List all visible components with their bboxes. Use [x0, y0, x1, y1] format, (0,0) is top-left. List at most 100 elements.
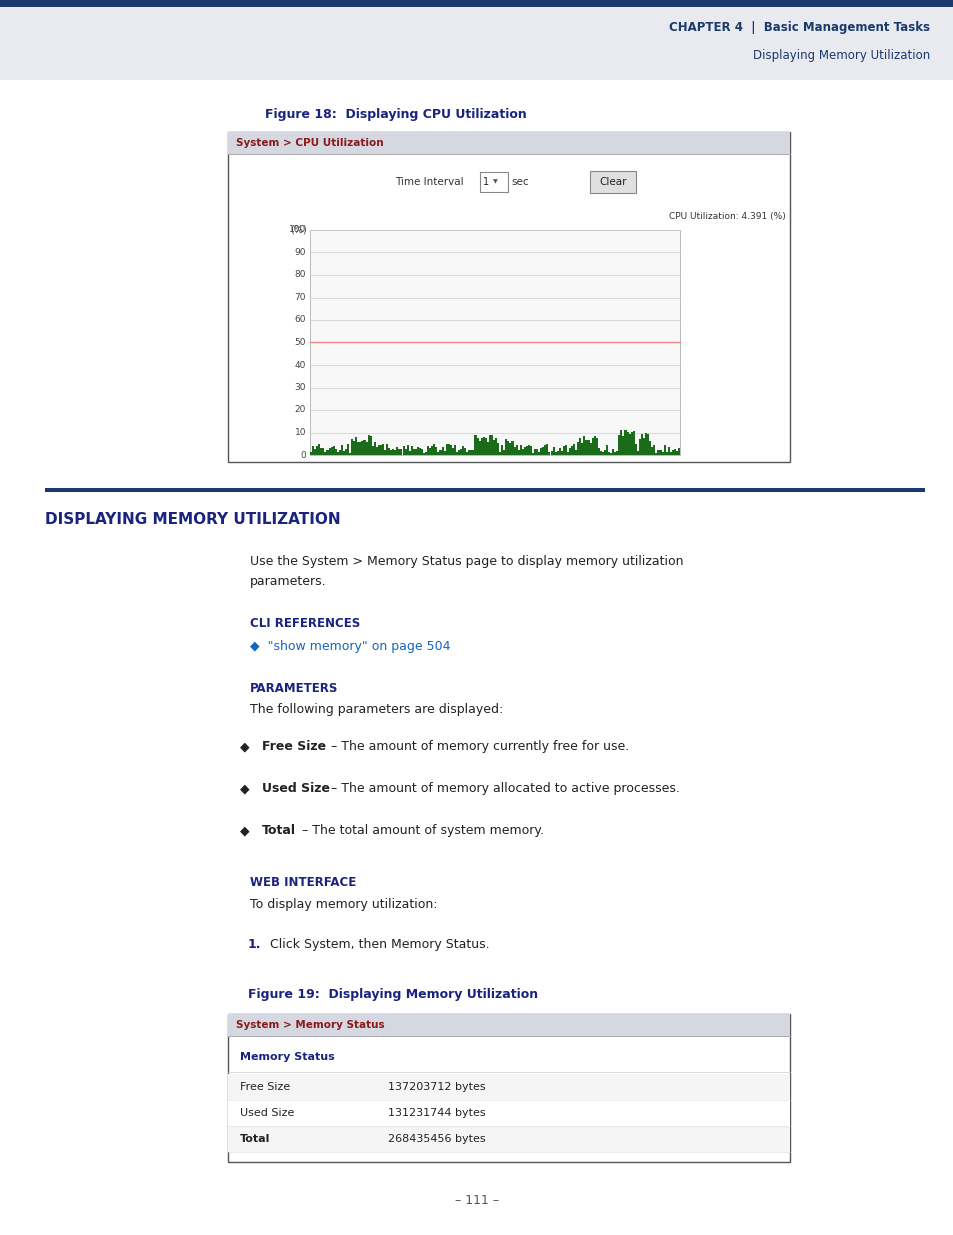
Bar — [568, 448, 571, 454]
Bar — [228, 132, 789, 154]
Text: Free Size: Free Size — [262, 740, 326, 753]
Bar — [435, 447, 437, 454]
Bar — [314, 448, 315, 454]
Bar — [587, 440, 589, 454]
Bar — [228, 1074, 789, 1100]
Text: CPU Utilization: 4.391 (%): CPU Utilization: 4.391 (%) — [669, 212, 785, 221]
Bar — [326, 451, 328, 454]
Bar — [578, 438, 580, 454]
Text: System > Memory Status: System > Memory Status — [235, 1020, 384, 1030]
Bar — [511, 441, 513, 454]
Bar — [628, 435, 630, 454]
Bar — [605, 446, 607, 454]
Bar — [580, 443, 583, 454]
Text: sec: sec — [511, 177, 528, 186]
Bar — [439, 450, 441, 454]
Bar — [375, 447, 377, 454]
Bar — [361, 441, 363, 454]
Bar — [562, 446, 564, 454]
Bar — [390, 451, 392, 454]
Text: Figure 18:  Displaying CPU Utilization: Figure 18: Displaying CPU Utilization — [265, 107, 526, 121]
Bar — [675, 451, 678, 454]
Text: Displaying Memory Utilization: Displaying Memory Utilization — [752, 48, 929, 62]
Text: – 111 –: – 111 – — [455, 1193, 498, 1207]
Bar — [552, 447, 554, 454]
Bar — [527, 446, 529, 454]
Text: 1: 1 — [482, 177, 489, 186]
Bar — [386, 443, 388, 454]
Bar — [534, 450, 536, 454]
Bar — [532, 453, 534, 454]
Bar — [342, 451, 345, 454]
Text: parameters.: parameters. — [250, 576, 326, 588]
Bar — [443, 451, 445, 454]
Bar — [657, 451, 659, 454]
Bar — [598, 448, 599, 454]
Bar — [398, 450, 400, 454]
Bar — [479, 172, 507, 191]
Bar — [381, 443, 384, 454]
Bar — [663, 445, 665, 454]
Bar — [550, 451, 552, 454]
Bar — [365, 442, 367, 454]
Bar — [558, 447, 560, 454]
Text: CLI REFERENCES: CLI REFERENCES — [250, 618, 360, 630]
Bar — [340, 445, 342, 454]
Text: ◆  "show memory" on page 504: ◆ "show memory" on page 504 — [250, 640, 450, 653]
Bar — [612, 450, 614, 454]
Bar — [441, 447, 443, 454]
Bar — [379, 445, 381, 454]
Text: 30: 30 — [294, 383, 306, 391]
Bar — [357, 442, 359, 454]
Bar — [470, 450, 472, 454]
Bar — [335, 450, 336, 454]
Bar — [671, 450, 673, 454]
Text: Figure 19:  Displaying Memory Utilization: Figure 19: Displaying Memory Utilization — [248, 988, 537, 1002]
Bar — [330, 447, 333, 454]
Bar — [429, 448, 431, 454]
Bar — [347, 445, 349, 454]
Bar — [539, 448, 541, 454]
Bar — [228, 1014, 789, 1036]
Bar — [384, 450, 386, 454]
Bar — [669, 452, 671, 454]
Text: ◆: ◆ — [240, 782, 250, 795]
Text: Use the System > Memory Status page to display memory utilization: Use the System > Memory Status page to d… — [250, 555, 682, 568]
Bar — [537, 452, 539, 454]
Bar — [502, 451, 505, 454]
Bar — [659, 451, 660, 454]
Bar — [445, 445, 447, 454]
Bar — [353, 441, 355, 454]
Bar — [228, 132, 789, 462]
Bar — [523, 447, 525, 454]
Bar — [566, 452, 568, 454]
Bar — [310, 452, 312, 454]
Text: – The amount of memory currently free for use.: – The amount of memory currently free fo… — [327, 740, 628, 753]
Bar — [415, 448, 416, 454]
Bar — [505, 440, 507, 454]
Bar — [0, 0, 953, 7]
Bar — [466, 452, 468, 454]
Text: 70: 70 — [294, 293, 306, 303]
Bar — [468, 450, 470, 454]
Text: Total: Total — [240, 1134, 270, 1144]
Text: 137203712 bytes: 137203712 bytes — [388, 1082, 485, 1092]
Text: ▼: ▼ — [493, 179, 497, 184]
Bar — [644, 433, 646, 454]
Bar — [395, 447, 398, 454]
Bar — [478, 441, 480, 454]
Text: ◆: ◆ — [240, 824, 250, 837]
Text: (%): (%) — [290, 225, 307, 235]
Bar — [564, 445, 566, 454]
Bar — [322, 448, 324, 454]
Bar — [554, 452, 557, 454]
Bar — [454, 445, 456, 454]
Bar — [546, 445, 548, 454]
Bar — [507, 441, 509, 454]
Bar — [452, 448, 454, 454]
Bar — [509, 442, 511, 454]
Bar — [488, 435, 491, 454]
Bar — [529, 446, 532, 454]
Bar — [328, 448, 330, 454]
Bar — [404, 450, 406, 454]
